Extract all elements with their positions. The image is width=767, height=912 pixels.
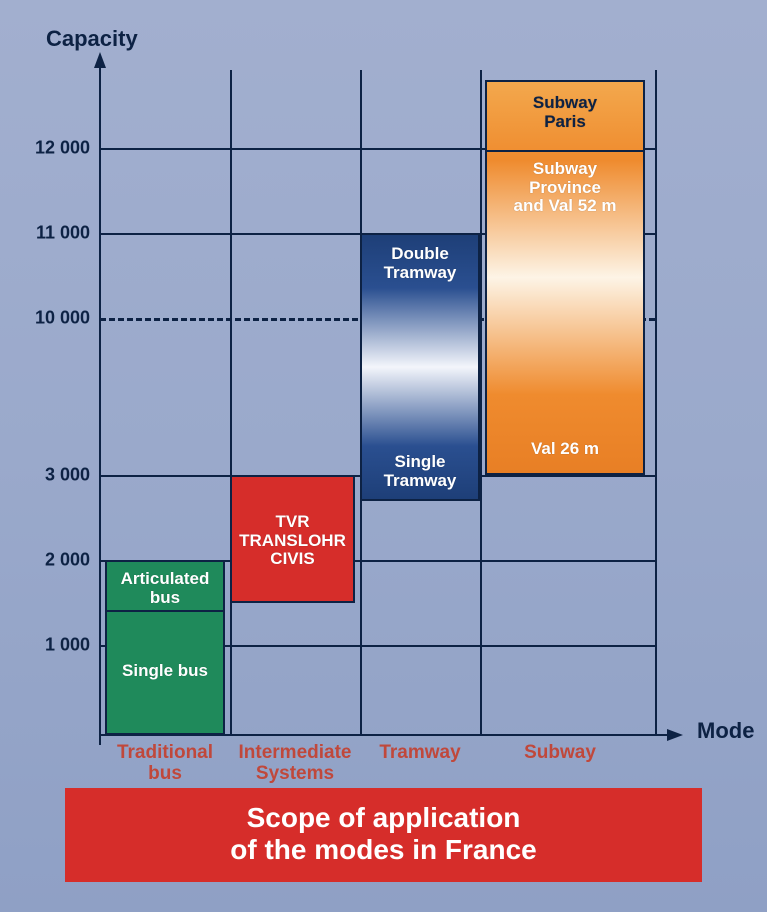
gridline-v bbox=[655, 70, 657, 735]
caption-text: Scope of application of the modes in Fra… bbox=[230, 802, 537, 865]
y-tick-label: 3 000 bbox=[45, 465, 90, 486]
y-axis-arrow-icon bbox=[94, 52, 106, 68]
chart-page: Capacity Mode 1 0002 0003 00010 00011 00… bbox=[0, 0, 767, 912]
segment-label: Double Tramway bbox=[362, 245, 478, 282]
segment-label: Val 26 m bbox=[487, 440, 643, 459]
segment-label: Single bus bbox=[107, 662, 223, 681]
caption-box: Scope of application of the modes in Fra… bbox=[65, 788, 702, 882]
segment-label: Subway Province and Val 52 m bbox=[487, 160, 643, 216]
x-axis-title: Mode bbox=[697, 718, 754, 744]
y-axis-title: Capacity bbox=[46, 26, 138, 52]
gridline-v bbox=[230, 70, 232, 735]
x-category-label: Intermediate Systems bbox=[230, 743, 360, 785]
segment-label: TVR TRANSLOHR CIVIS bbox=[232, 513, 353, 569]
segment-divider bbox=[107, 610, 223, 612]
x-axis-arrow-icon bbox=[667, 729, 683, 741]
bar-subway: Subway Paris Subway Province and Val 52 m… bbox=[485, 80, 645, 475]
bar-intermediate-systems: TVR TRANSLOHR CIVIS bbox=[230, 475, 355, 603]
gridline-v bbox=[480, 70, 482, 735]
segment-label: Single Tramway bbox=[362, 453, 478, 490]
segment-divider bbox=[487, 150, 643, 152]
y-tick-label: 11 000 bbox=[36, 223, 90, 244]
y-tick-label: 2 000 bbox=[45, 550, 90, 571]
segment-label: Articulated bus bbox=[107, 570, 223, 607]
y-tick-label: 12 000 bbox=[35, 138, 90, 159]
y-tick-label: 10 000 bbox=[35, 308, 90, 329]
segment-label: Subway Paris bbox=[487, 94, 643, 131]
x-category-label: Subway bbox=[495, 743, 625, 764]
x-category-label: Tramway bbox=[355, 743, 485, 764]
y-axis-line bbox=[99, 60, 101, 745]
y-tick-label: 1 000 bbox=[45, 635, 90, 656]
bar-tramway: Double Tramway Single Tramway bbox=[360, 233, 480, 501]
bar-traditional-bus: Single bus Articulated bus bbox=[105, 560, 225, 735]
plot-area: 1 0002 0003 00010 00011 00012 000Traditi… bbox=[100, 70, 655, 735]
x-category-label: Traditional bus bbox=[100, 743, 230, 785]
